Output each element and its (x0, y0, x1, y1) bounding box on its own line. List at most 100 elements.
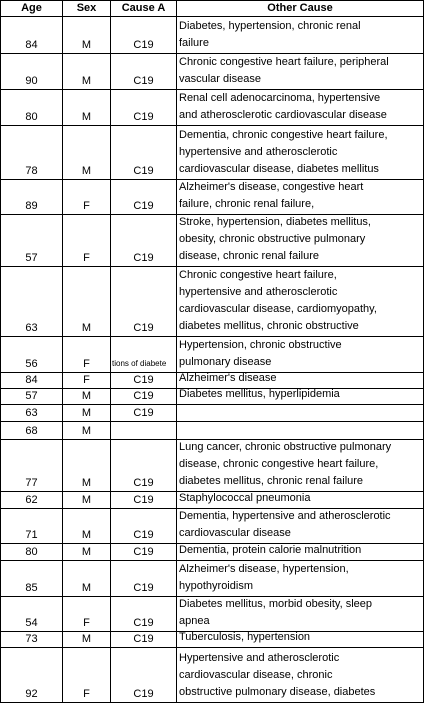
sex-cell-text: F (83, 252, 90, 264)
sex-cell-text: M (81, 39, 92, 51)
cause-a-cell-text: C19 (133, 200, 154, 212)
cause-a-cell: C19 (111, 405, 177, 421)
other-cause-cell-text: Hypertensive and atherosclerotic cardiov… (179, 652, 376, 698)
cause-a-cell-text: C19 (133, 322, 154, 334)
age-cell-text: 54 (25, 617, 38, 629)
sex-cell: F (63, 648, 111, 702)
other-cause-cell-text: Dementia, hypertensive and atherosclerot… (179, 510, 391, 539)
sex-cell-text: F (83, 374, 90, 386)
cause-a-cell-text: C19 (133, 111, 154, 123)
age-cell-text: 62 (25, 494, 38, 506)
other-cause-cell: Renal cell adenocarcinoma, hypertensive … (177, 90, 424, 125)
cause-a-cell-text: C19 (133, 582, 154, 594)
sex-cell-text: M (81, 425, 92, 437)
sex-cell: M (63, 405, 111, 421)
age-cell-text: 57 (25, 390, 38, 402)
age-cell-text: 57 (25, 252, 38, 264)
other-cause-cell: Alzheimer's disease, congestive heart fa… (177, 180, 424, 214)
table-row: 89 F C19 Alzheimer's disease, congestive he… (0, 180, 424, 215)
sex-cell: M (63, 389, 111, 404)
other-cause-cell-text: Chronic congestive heart failure, periph… (179, 56, 389, 85)
sex-cell-text: M (81, 111, 92, 123)
age-cell: 84 (0, 17, 63, 53)
cause-a-cell-text: C19 (133, 390, 154, 402)
sex-cell-text: M (81, 494, 92, 506)
cause-a-cell-text: C19 (133, 633, 154, 645)
cause-a-cell-text: C19 (133, 252, 154, 264)
sex-cell-text: F (83, 200, 90, 212)
age-cell-text: 56 (25, 358, 38, 370)
age-cell: 80 (0, 90, 63, 125)
other-cause-cell-text: Tuberculosis, hypertension (179, 632, 311, 643)
other-cause-cell-text: Lung cancer, chronic obstructive pulmona… (179, 441, 392, 487)
sex-cell: F (63, 373, 111, 388)
age-cell: 77 (0, 440, 63, 491)
age-cell-text: 80 (25, 111, 38, 123)
age-cell: 90 (0, 54, 63, 89)
age-cell: 78 (0, 126, 63, 179)
table-row: 78 M C19 Dementia, chronic congestive heart… (0, 126, 424, 180)
cause-a-cell-text: C19 (133, 529, 154, 541)
header-age: Age (0, 1, 63, 16)
sex-cell: F (63, 180, 111, 214)
table-row: 63 M C19 Chronic congestive heart failure, … (0, 267, 424, 337)
other-cause-cell (177, 405, 424, 421)
age-cell: 57 (0, 215, 63, 266)
cause-a-cell: C19 (111, 126, 177, 179)
other-cause-cell-text: Renal cell adenocarcinoma, hypertensive … (179, 92, 387, 121)
age-cell-text: 63 (25, 322, 38, 334)
header-other-cause: Other Cause (177, 1, 424, 16)
age-cell: 54 (0, 597, 63, 631)
cause-a-cell: C19 (111, 54, 177, 89)
cause-a-cell-text: C19 (133, 546, 154, 558)
age-cell: 57 (0, 389, 63, 404)
table-row: 73 M C19 Tuberculosis, hypertension (0, 632, 424, 648)
cause-a-overflow-text: tions of diabete (112, 359, 167, 368)
other-cause-cell: Chronic congestive heart failure, hypert… (177, 267, 424, 336)
sex-cell: M (63, 632, 111, 647)
sex-cell-text: M (81, 477, 92, 489)
age-cell-text: 89 (25, 200, 38, 212)
other-cause-cell-text: Chronic congestive heart failure, hypert… (179, 269, 377, 332)
table-row: 62 M C19 Staphylococcal pneumonia (0, 492, 424, 509)
sex-cell: M (63, 509, 111, 543)
sex-cell-text: M (81, 529, 92, 541)
table-row: 84 M C19 Diabetes, hypertension, chronic re… (0, 17, 424, 54)
other-cause-cell: Dementia, hypertensive and atherosclerot… (177, 509, 424, 543)
other-cause-cell: Alzheimer's disease (177, 373, 424, 388)
table-row: 90 M C19 Chronic congestive heart failure, … (0, 54, 424, 90)
other-cause-cell: Dementia, protein calorie malnutrition (177, 544, 424, 560)
cause-a-cell: C19 (111, 509, 177, 543)
cause-a-cell: C19 (111, 267, 177, 336)
other-cause-cell: Hypertensive and atherosclerotic cardiov… (177, 648, 424, 702)
sex-cell-text: M (81, 633, 92, 645)
age-cell: 68 (0, 422, 63, 439)
cause-a-cell: C19 (111, 597, 177, 631)
age-cell-text: 85 (25, 582, 38, 594)
age-cell-text: 84 (25, 39, 38, 51)
age-cell-text: 68 (25, 425, 38, 437)
other-cause-cell: Tuberculosis, hypertension (177, 632, 424, 647)
sex-cell-text: M (81, 322, 92, 334)
other-cause-cell: Diabetes, hypertension, chronic renal fa… (177, 17, 424, 53)
other-cause-cell-text: Diabetes mellitus, hyperlipidemia (179, 389, 340, 400)
cause-a-cell-text: C19 (133, 494, 154, 506)
table-row: 85 M C19 Alzheimer's disease, hypertension,… (0, 561, 424, 597)
sex-cell-text: M (81, 582, 92, 594)
age-cell-text: 80 (25, 546, 38, 558)
cause-a-cell-text: C19 (133, 477, 154, 489)
sex-cell: M (63, 492, 111, 508)
cause-a-cell-text: C19 (133, 617, 154, 629)
age-cell: 63 (0, 405, 63, 421)
sex-cell-text: M (81, 390, 92, 402)
header-sex: Sex (63, 1, 111, 16)
table-row: 68 M (0, 422, 424, 440)
cause-a-cell: C19 (111, 180, 177, 214)
age-cell-text: 71 (25, 529, 38, 541)
other-cause-cell: Diabetes mellitus, morbid obesity, sleep… (177, 597, 424, 631)
cause-a-cell: C19 (111, 389, 177, 404)
sex-cell: M (63, 267, 111, 336)
age-cell-text: 78 (25, 165, 38, 177)
